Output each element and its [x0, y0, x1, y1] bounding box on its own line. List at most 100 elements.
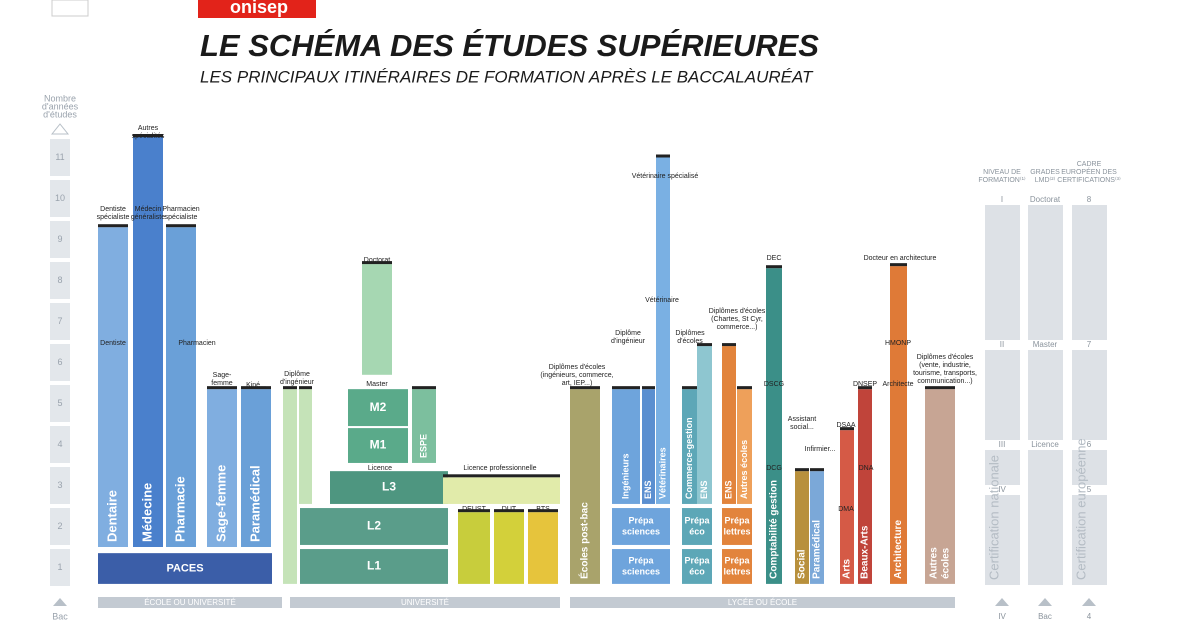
bac-label: Bac [52, 611, 68, 621]
block-label: Prépa [628, 555, 654, 565]
block-label: Prépa [684, 555, 710, 565]
block-label: Sage-femme [213, 465, 228, 542]
block-cap [133, 134, 163, 137]
note: Vétérinaire [645, 297, 679, 304]
year-label: 11 [55, 152, 64, 162]
block-cap [642, 386, 655, 390]
note: spécialiste [165, 214, 198, 221]
block-label: Paramédical [247, 465, 262, 542]
block-label: sciences [622, 566, 660, 576]
course-block [656, 157, 670, 504]
level-divider [1028, 340, 1063, 350]
course-block [722, 346, 736, 504]
year-label: 6 [57, 357, 62, 367]
block-label: L2 [367, 519, 381, 533]
note: social... [790, 424, 814, 431]
note: DNSEP [853, 381, 877, 388]
level-header: CADRE [1077, 161, 1102, 168]
note: (Chartes, St Cyr, [711, 316, 763, 323]
note: Infirmier... [805, 446, 836, 453]
year-box [50, 385, 70, 422]
note: (vente, industrie, [919, 362, 971, 369]
year-label: 3 [57, 480, 62, 490]
block-cap [299, 386, 312, 390]
block-cap [858, 386, 872, 390]
year-box [50, 549, 70, 586]
level-column [1028, 205, 1063, 585]
note: DMA [838, 506, 854, 513]
eqf-mark: 7 [1087, 340, 1092, 349]
year-box [50, 221, 70, 258]
gov-logo [51, 0, 89, 17]
course-block [98, 227, 128, 547]
course-block [362, 264, 392, 375]
course-block [682, 549, 712, 584]
block-label: lettres [723, 566, 750, 576]
block-cap [840, 427, 854, 431]
course-block [890, 266, 907, 584]
note: Doctorat [364, 257, 391, 264]
note: DNA [859, 465, 874, 472]
course-block [612, 549, 670, 584]
course-block [133, 137, 163, 547]
block-label: lettres [723, 526, 750, 536]
course-block [682, 508, 712, 545]
block-label: écoles [941, 547, 952, 579]
course-block [766, 268, 782, 584]
year-label: 9 [57, 234, 62, 244]
year-box [50, 303, 70, 340]
note: d'ingénieur [280, 379, 315, 386]
course-block [300, 508, 448, 545]
block-cap [810, 468, 824, 472]
level-header: NIVEAU DE [983, 169, 1021, 176]
brand-box [198, 0, 316, 18]
eqf-mark: 6 [1087, 440, 1092, 449]
note: Médecin [135, 206, 162, 213]
year-box [50, 467, 70, 504]
block-cap [682, 386, 697, 390]
year-label: 7 [57, 316, 62, 326]
note: Diplôme [284, 371, 310, 378]
sector-band [98, 597, 282, 608]
course-block [722, 508, 752, 545]
course-block [570, 389, 600, 584]
block-label: Paramédical [812, 520, 823, 579]
note: Architecte [882, 381, 913, 388]
block-cap [283, 386, 297, 390]
course-block [98, 553, 272, 584]
level-header: EUROPÉEN DES [1061, 167, 1117, 176]
note: (ingénieurs, commerce, [540, 372, 613, 379]
course-block [528, 512, 558, 584]
block-label: Beaux-Arts [860, 525, 871, 579]
course-block [612, 508, 670, 545]
level-header: LMD⁽²⁾ [1035, 176, 1056, 184]
block-cap [207, 386, 237, 390]
block-cap [612, 386, 640, 390]
note: Master [366, 381, 388, 388]
block-label: Prépa [628, 515, 654, 525]
sector-label: ÉCOLE OU UNIVERSITÉ [144, 598, 236, 607]
course-block [283, 389, 297, 584]
year-label: 8 [57, 275, 62, 285]
note: femme [211, 380, 233, 387]
note: DUT [502, 506, 517, 513]
block-cap [570, 386, 600, 390]
bottom-level: Bac [1038, 612, 1052, 621]
note: spécialités [132, 133, 165, 140]
block-label: sciences [622, 526, 660, 536]
bottom-level: 4 [1087, 612, 1092, 621]
block-label: L1 [367, 559, 381, 573]
course-block [299, 389, 312, 504]
course-block [458, 512, 490, 584]
course-block [840, 430, 854, 584]
level-caption: Certification nationale [986, 455, 1001, 580]
block-label: M1 [370, 438, 387, 452]
block-label: Arts [842, 558, 853, 578]
block-label: PACES [166, 562, 203, 574]
level-divider [1072, 195, 1107, 205]
block-cap [362, 261, 392, 265]
course-block [925, 389, 955, 584]
bac-arrow [995, 598, 1009, 606]
level-divider [1028, 440, 1063, 450]
